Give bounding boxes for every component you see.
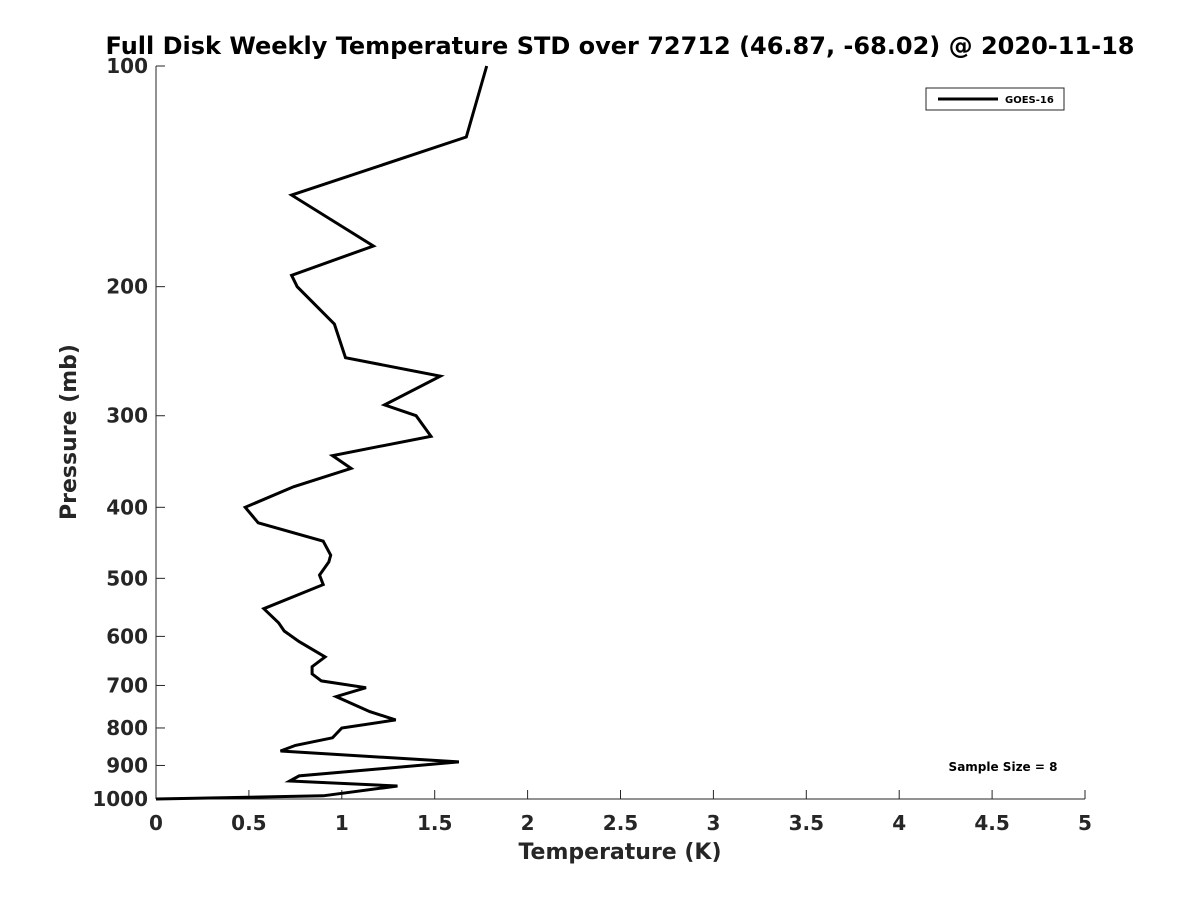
y-axis-label: Pressure (mb): [57, 344, 82, 520]
x-tick-label: 1: [335, 811, 349, 835]
x-tick-label: 2: [521, 811, 535, 835]
legend: GOES-16: [925, 87, 1065, 111]
y-tick-label: 800: [106, 716, 148, 740]
y-tick-label: 700: [106, 673, 148, 697]
y-tick-label: 500: [106, 566, 148, 590]
y-tick-label: 1000: [92, 787, 148, 811]
y-tick-label: 900: [106, 753, 148, 777]
plot-area: 0 0.5 1 1.5 2 2.5 3 3.5 4 4.5 5 100 200 300 400 500 600 7…: [92, 54, 1092, 835]
series-line-goes-16: [155, 65, 489, 801]
x-tick-label: 5: [1078, 811, 1092, 835]
sample-size-annotation: Sample Size = 8: [949, 760, 1058, 774]
y-tick-label: 600: [106, 624, 148, 648]
y-tick-label: 300: [106, 404, 148, 428]
x-tick-label: 4.5: [974, 811, 1009, 835]
x-tick-label: 3.5: [789, 811, 824, 835]
y-tick-label: 200: [106, 275, 148, 299]
x-tick-label: 1.5: [417, 811, 452, 835]
x-tick-label: 0.5: [231, 811, 266, 835]
x-tick-label: 4: [892, 811, 906, 835]
x-tick-label: 2.5: [603, 811, 638, 835]
y-tick-label: 100: [106, 54, 148, 78]
legend-label: GOES-16: [1005, 95, 1054, 106]
x-axis-label: Temperature (K): [518, 840, 721, 865]
chart-title: Full Disk Weekly Temperature STD over 72…: [106, 32, 1135, 60]
y-tick-label: 400: [106, 495, 148, 519]
x-tick-label: 3: [706, 811, 720, 835]
x-tick-label: 0: [149, 811, 163, 835]
